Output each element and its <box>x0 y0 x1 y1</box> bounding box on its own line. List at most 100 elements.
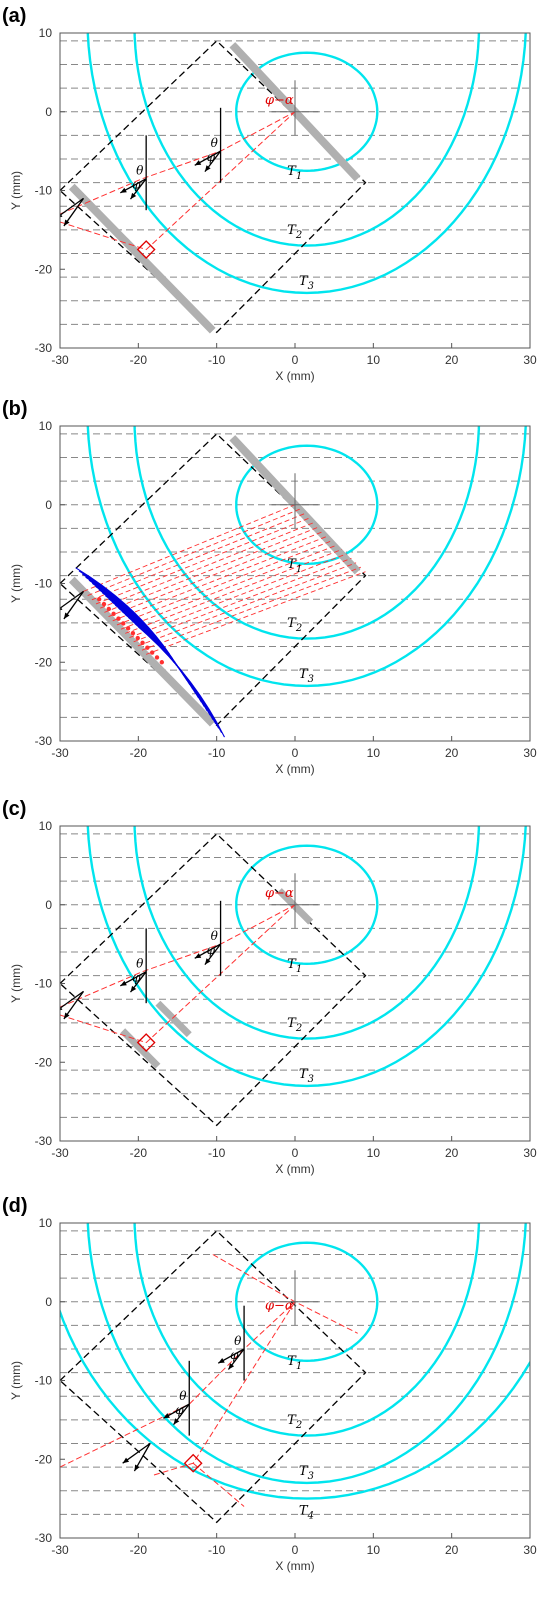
angle-marker-lower-arrow-refl <box>120 178 147 194</box>
source-arrow-1 <box>60 990 84 1011</box>
x-tick-label-0: -30 <box>51 746 69 760</box>
ray-path-refracted <box>60 904 296 1008</box>
ray-path-refracted <box>60 1301 296 1468</box>
x-tick-label-0: -30 <box>51 1543 69 1557</box>
x-tick-label-3: 0 <box>292 1543 299 1557</box>
angle-marker-upper-arrow-refl <box>217 1348 245 1364</box>
angle-marker-lower-phi-label: φ <box>175 1403 184 1417</box>
transmit-point-5 <box>121 621 126 626</box>
contour-t3 <box>86 426 527 688</box>
source-arrow-1-head <box>60 213 63 218</box>
x-tick-label-3: 0 <box>292 746 299 760</box>
transmit-aperture <box>68 183 216 334</box>
ray-path-refracted <box>60 111 296 215</box>
ray-fan-3 <box>95 517 310 605</box>
wavefront-curve-19 <box>137 626 225 738</box>
angle-marker-lower-theta-label: θ <box>136 957 144 971</box>
panel-letter: (c) <box>2 798 26 820</box>
ray-fan-5 <box>104 526 319 613</box>
ray-fan-11 <box>129 553 347 638</box>
wavefront-curve-13 <box>118 607 208 712</box>
y-tick-label-1: 0 <box>45 105 52 119</box>
wavefront-curve-11 <box>111 601 202 703</box>
transmit-point-11 <box>149 650 155 655</box>
x-tick-label-1: -20 <box>130 746 148 760</box>
y-tick-label-3: -20 <box>35 655 53 669</box>
angle-marker-lower-arrow-refl-head <box>120 980 127 986</box>
angle-marker-lower: θφ <box>163 1360 190 1436</box>
y-tick-label-0: 10 <box>39 26 53 40</box>
y-tick-label-3: -20 <box>35 1452 53 1466</box>
label-t2: T2 <box>287 1016 302 1034</box>
source-arrow-1 <box>122 1442 151 1464</box>
imaging-window <box>60 1230 367 1524</box>
angle-marker-lower-theta-label: θ <box>136 164 144 178</box>
ray-fan-12 <box>133 557 352 643</box>
angle-marker-lower-arrow-refl <box>120 971 147 987</box>
ray-fan-1 <box>87 508 300 596</box>
y-tick-label-4: -30 <box>35 341 53 355</box>
angle-marker-upper-arrow-refl-head <box>194 953 202 959</box>
angle-marker-lower-arrow-refr <box>173 1403 190 1425</box>
y-tick-label-3: -20 <box>35 1055 53 1069</box>
angle-marker-upper-arrow-refr <box>204 943 222 965</box>
x-axis-label: X (mm) <box>275 1559 314 1573</box>
transmit-point-9 <box>140 640 145 646</box>
angle-marker-upper-phi-label: φ <box>230 1348 239 1362</box>
x-tick-label-3: 0 <box>292 1146 299 1160</box>
angle-marker-lower-phi-label: φ <box>132 971 141 985</box>
transmit-point-6 <box>125 626 131 631</box>
ray-fan-6 <box>108 531 324 617</box>
reflection-point-marker <box>136 240 156 259</box>
ray-fan-10 <box>125 548 343 634</box>
angle-marker-lower-arrow-refr-head <box>130 192 137 200</box>
contour-t2 <box>133 33 481 247</box>
source-arrow-1 <box>60 590 84 611</box>
transmit-point-4 <box>116 616 121 621</box>
x-tick-label-0: -30 <box>51 1146 69 1160</box>
ray-fan-0 <box>83 504 296 592</box>
label-t2: T2 <box>287 1413 302 1431</box>
ray-path-return <box>212 1254 358 1334</box>
angle-marker-upper: θφ <box>217 1305 245 1381</box>
transmit-aperture <box>68 576 216 727</box>
wavefront-curve-4 <box>88 579 182 673</box>
angle-marker-upper-theta-label: θ <box>211 929 219 943</box>
source-arrow-2 <box>63 197 85 227</box>
transmit-point-12 <box>154 655 160 660</box>
x-tick-label-4: 10 <box>367 746 381 760</box>
x-tick-label-2: -10 <box>208 353 226 367</box>
imaging-window <box>60 433 367 727</box>
y-tick-label-4: -30 <box>35 734 53 748</box>
x-tick-label-4: 10 <box>367 1146 381 1160</box>
phase-difference-label: φ−α <box>265 93 294 108</box>
angle-marker-lower-arrow-refr-head <box>173 1418 180 1425</box>
x-tick-label-2: -10 <box>208 1146 226 1160</box>
transmit-point-2 <box>106 606 112 612</box>
ray-path-tail <box>192 1462 245 1507</box>
angle-marker-lower-phi-label: φ <box>132 178 141 192</box>
panel-b-plot: T1 T2 T3 -30 -20 -10 0 10 20 30 10 0 -10 -20 -30 X (mm)… <box>2 398 537 776</box>
contour-t3 <box>86 1223 527 1485</box>
y-tick-label-1: 0 <box>45 1295 52 1309</box>
source-arrow-2-head <box>63 219 70 226</box>
angle-marker-upper-theta-label: θ <box>234 1334 242 1348</box>
x-tick-label-6: 30 <box>523 1543 537 1557</box>
y-tick-label-0: 10 <box>39 419 53 433</box>
angle-marker-lower: θφ <box>120 135 147 211</box>
wavefront-curve-10 <box>108 598 199 699</box>
label-t3: T3 <box>299 274 314 292</box>
source-arrow-2-head <box>63 612 70 619</box>
transmit-point-10 <box>145 645 150 650</box>
label-t1: T1 <box>287 957 302 975</box>
x-axis-label: X (mm) <box>275 762 314 776</box>
label-t1: T1 <box>287 1354 302 1372</box>
transmit-point-1 <box>101 601 107 607</box>
x-axis-label: X (mm) <box>275 1162 314 1176</box>
y-tick-label-4: -30 <box>35 1134 53 1148</box>
x-tick-label-6: 30 <box>523 746 537 760</box>
